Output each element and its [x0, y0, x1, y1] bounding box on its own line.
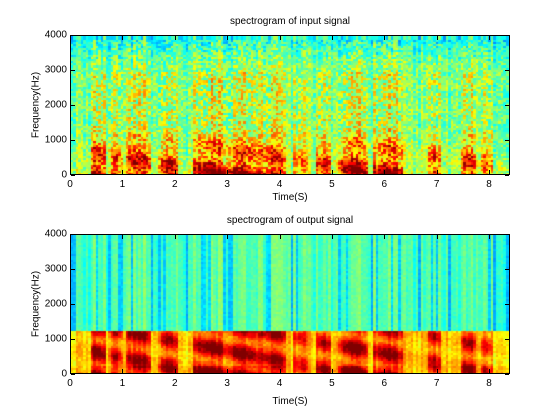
y-tick-mark	[71, 339, 75, 340]
y-tick-mark	[505, 339, 509, 340]
x-tick-label: 4	[276, 378, 283, 389]
x-tick-mark	[332, 369, 333, 373]
x-tick-label: 1	[119, 378, 126, 389]
y-tick-mark	[505, 70, 509, 71]
x-tick-label: 7	[433, 378, 440, 389]
x-tick-mark	[122, 235, 123, 239]
x-tick-mark	[70, 36, 71, 40]
y-tick-mark	[505, 269, 509, 270]
y-tick-mark	[71, 140, 75, 141]
spectrogram-input-heatmap	[71, 36, 509, 174]
x-tick-label: 8	[486, 378, 492, 389]
y-tick-mark	[505, 140, 509, 141]
y-axis-label: Frequency(Hz)	[30, 270, 42, 338]
x-tick-mark	[280, 369, 281, 373]
x-tick-label: 8	[486, 179, 492, 190]
x-tick-mark	[489, 235, 490, 239]
y-tick-label: 4000	[44, 228, 67, 240]
y-tick-label: 1000	[44, 134, 67, 146]
y-tick-mark	[71, 269, 75, 270]
y-tick-mark	[71, 35, 75, 36]
x-tick-mark	[70, 170, 71, 174]
x-tick-mark	[384, 170, 385, 174]
y-tick-mark	[505, 35, 509, 36]
x-tick-mark	[384, 369, 385, 373]
x-tick-label: 1	[119, 179, 126, 190]
x-axis-label: Time(S)	[272, 192, 308, 203]
y-tick-mark	[71, 304, 75, 305]
y-tick-label: 2000	[44, 99, 67, 111]
y-tick-label: 1000	[44, 333, 67, 345]
x-tick-mark	[437, 235, 438, 239]
x-tick-label: 4	[276, 179, 283, 190]
x-tick-label: 3	[224, 378, 230, 389]
y-tick-mark	[71, 374, 75, 375]
x-tick-label: 5	[329, 378, 335, 389]
y-tick-mark	[505, 374, 509, 375]
x-tick-mark	[489, 36, 490, 40]
x-tick-mark	[175, 36, 176, 40]
y-tick-label: 3000	[44, 64, 67, 76]
x-tick-mark	[175, 369, 176, 373]
x-tick-mark	[122, 369, 123, 373]
x-tick-mark	[175, 170, 176, 174]
x-tick-mark	[227, 235, 228, 239]
x-tick-mark	[332, 170, 333, 174]
x-tick-label: 2	[171, 378, 178, 389]
x-tick-label: 6	[381, 378, 388, 389]
y-tick-label: 3000	[44, 263, 67, 275]
x-tick-mark	[437, 369, 438, 373]
y-tick-mark	[505, 105, 509, 106]
y-tick-mark	[71, 105, 75, 106]
chart-title: spectrogram of output signal	[226, 215, 354, 226]
y-tick-label: 0	[61, 368, 67, 380]
y-tick-mark	[71, 234, 75, 235]
y-tick-mark	[505, 234, 509, 235]
x-tick-mark	[175, 235, 176, 239]
spectrogram-output-heatmap	[71, 235, 509, 373]
x-axis-label: Time(S)	[272, 396, 308, 407]
x-tick-label: 3	[224, 179, 230, 190]
y-tick-label: 4000	[44, 29, 67, 41]
x-tick-label: 5	[329, 179, 335, 190]
x-tick-mark	[227, 170, 228, 174]
x-tick-mark	[227, 36, 228, 40]
x-tick-mark	[489, 369, 490, 373]
x-tick-mark	[70, 369, 71, 373]
x-tick-mark	[332, 36, 333, 40]
y-axis-label: Frequency(Hz)	[30, 71, 42, 139]
x-tick-mark	[227, 369, 228, 373]
x-tick-mark	[489, 170, 490, 174]
x-tick-mark	[122, 36, 123, 40]
x-tick-mark	[332, 235, 333, 239]
x-tick-label: 7	[433, 179, 440, 190]
x-tick-mark	[122, 170, 123, 174]
chart-title: spectrogram of input signal	[229, 16, 351, 27]
y-tick-mark	[71, 70, 75, 71]
x-tick-label: 0	[67, 378, 73, 389]
y-tick-mark	[71, 175, 75, 176]
x-tick-mark	[384, 235, 385, 239]
x-tick-mark	[384, 36, 385, 40]
y-tick-label: 2000	[44, 298, 67, 310]
y-tick-mark	[505, 304, 509, 305]
x-tick-mark	[70, 235, 71, 239]
x-tick-mark	[437, 170, 438, 174]
x-tick-mark	[437, 36, 438, 40]
x-tick-mark	[280, 36, 281, 40]
x-tick-label: 6	[381, 179, 388, 190]
x-tick-mark	[280, 170, 281, 174]
y-tick-mark	[505, 175, 509, 176]
y-tick-label: 0	[61, 169, 67, 181]
x-tick-label: 2	[171, 179, 178, 190]
x-tick-mark	[280, 235, 281, 239]
x-tick-label: 0	[67, 179, 73, 190]
